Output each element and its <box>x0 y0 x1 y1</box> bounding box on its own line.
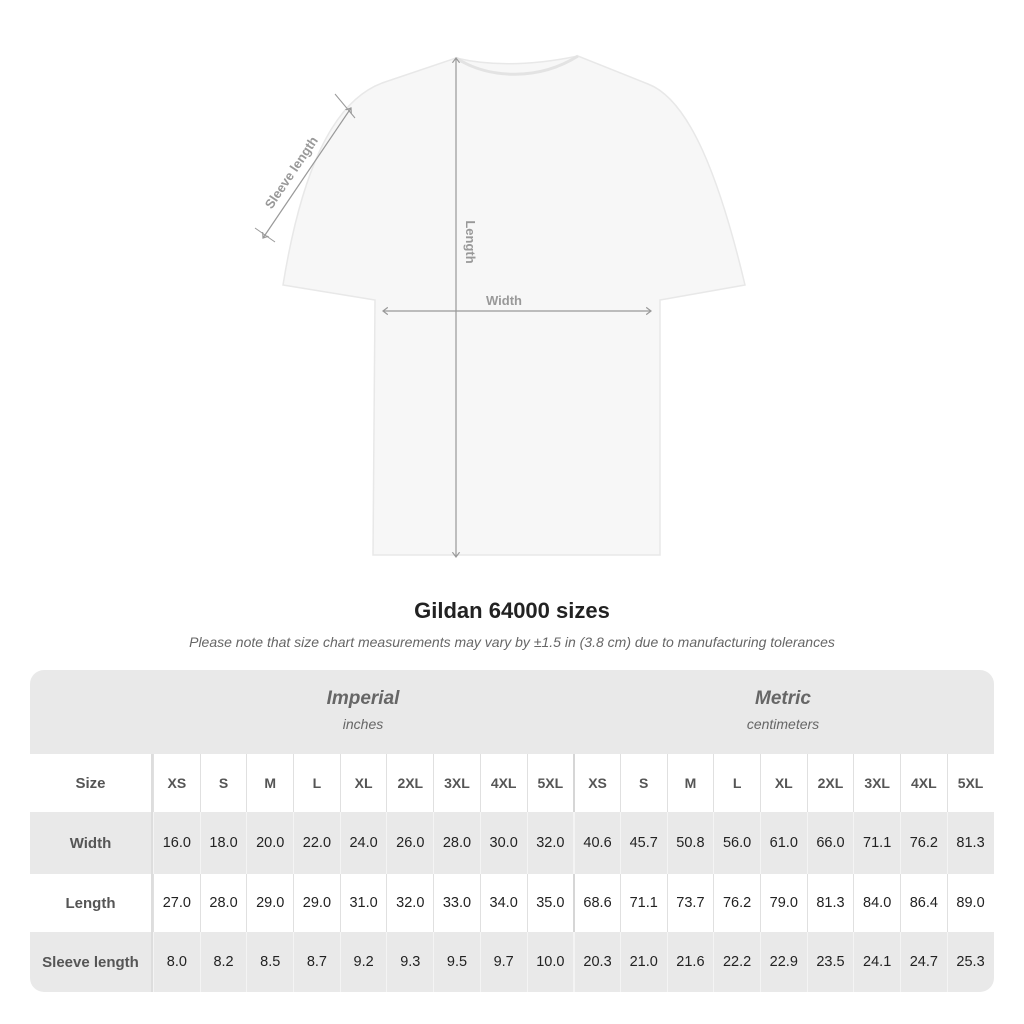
table-cell: 28.0 <box>199 874 247 932</box>
table-cell: 23.5 <box>806 932 854 992</box>
table-cell: 32.0 <box>526 812 574 874</box>
table-row: Sleeve length 8.0 8.2 8.5 8.7 9.2 9.3 9.5 9.7 10.… <box>30 932 994 992</box>
size-header-cell: 4XL <box>900 754 947 812</box>
row-label: Length <box>30 874 153 932</box>
size-header-cell: 3XL <box>433 754 480 812</box>
table-cell: 9.2 <box>339 932 387 992</box>
imperial-unit: inches <box>342 716 384 732</box>
table-cell: 68.6 <box>573 874 620 932</box>
table-cell: 84.0 <box>853 874 900 932</box>
table-cell: 76.2 <box>900 812 947 874</box>
table-row: Width 16.0 18.0 20.0 22.0 24.0 26.0 28.0 30.0 32.… <box>30 812 994 874</box>
metric-unit: centimeters <box>746 716 820 732</box>
size-table: Imperial inches Metric centimeters Size X… <box>30 670 994 992</box>
table-cell: 8.0 <box>153 932 200 992</box>
size-header-cell: XS <box>573 754 620 812</box>
size-header-cell: L <box>713 754 760 812</box>
table-cell: 81.3 <box>806 874 854 932</box>
table-cell: 32.0 <box>386 874 433 932</box>
length-label: Length <box>463 220 478 263</box>
table-cell: 8.2 <box>199 932 247 992</box>
row-label: Sleeve length <box>30 932 153 992</box>
size-header-row: Size XS S M L XL 2XL 3XL 4XL 5XL XS S M L XL 2XL 3XL 4XL 5… <box>30 754 994 812</box>
table-cell: 61.0 <box>759 812 807 874</box>
table-cell: 73.7 <box>666 874 714 932</box>
size-header-cell: M <box>666 754 714 812</box>
table-cell: 66.0 <box>806 812 854 874</box>
imperial-title: Imperial <box>326 688 400 709</box>
table-cell: 28.0 <box>433 812 480 874</box>
table-cell: 20.3 <box>573 932 620 992</box>
table-cell: 10.0 <box>526 932 574 992</box>
table-cell: 22.2 <box>713 932 760 992</box>
size-header-cell: 3XL <box>853 754 900 812</box>
table-cell: 21.0 <box>619 932 667 992</box>
size-header-cell: XS <box>153 754 200 812</box>
tshirt-diagram: Sleeve length Length Width <box>254 54 746 580</box>
table-cell: 29.0 <box>293 874 340 932</box>
table-cell: 24.1 <box>853 932 900 992</box>
tolerance-note: Please note that size chart measurements… <box>189 634 835 650</box>
size-header-cell: S <box>199 754 247 812</box>
table-cell: 21.6 <box>666 932 714 992</box>
table-cell: 56.0 <box>713 812 760 874</box>
table-cell: 9.5 <box>433 932 480 992</box>
table-cell: 76.2 <box>713 874 760 932</box>
size-header-cell: 2XL <box>386 754 433 812</box>
table-cell: 24.0 <box>339 812 387 874</box>
size-header-cell: L <box>293 754 340 812</box>
table-cell: 71.1 <box>619 874 667 932</box>
table-cell: 26.0 <box>386 812 433 874</box>
table-cell: 89.0 <box>946 874 994 932</box>
table-cell: 34.0 <box>479 874 527 932</box>
table-cell: 22.9 <box>759 932 807 992</box>
table-cell: 29.0 <box>246 874 293 932</box>
table-cell: 40.6 <box>573 812 620 874</box>
table-cell: 24.7 <box>900 932 947 992</box>
table-cell: 79.0 <box>759 874 807 932</box>
table-cell: 9.7 <box>479 932 527 992</box>
sleeve-measure-line <box>263 108 351 238</box>
table-cell: 45.7 <box>619 812 667 874</box>
table-cell: 81.3 <box>946 812 994 874</box>
metric-header: Metric centimeters <box>573 670 993 754</box>
size-header-cell: XL <box>759 754 807 812</box>
imperial-header: Imperial inches <box>153 670 573 754</box>
table-cell: 86.4 <box>900 874 947 932</box>
size-label: Size <box>30 754 153 812</box>
size-header-cell: 5XL <box>946 754 994 812</box>
table-cell: 25.3 <box>946 932 994 992</box>
table-cell: 30.0 <box>479 812 527 874</box>
table-cell: 9.3 <box>386 932 433 992</box>
table-cell: 35.0 <box>526 874 574 932</box>
table-cell: 31.0 <box>339 874 387 932</box>
size-header-cell: XL <box>339 754 387 812</box>
table-row: Length 27.0 28.0 29.0 29.0 31.0 32.0 33.0 34.0 35… <box>30 874 994 932</box>
size-header-cell: M <box>246 754 293 812</box>
size-header-cell: 4XL <box>479 754 527 812</box>
size-header-cell: S <box>619 754 667 812</box>
table-cell: 71.1 <box>853 812 900 874</box>
table-cell: 33.0 <box>433 874 480 932</box>
table-cell: 22.0 <box>293 812 340 874</box>
row-label: Width <box>30 812 153 874</box>
metric-title: Metric <box>755 688 811 709</box>
table-cell: 16.0 <box>153 812 200 874</box>
size-header-cell: 5XL <box>526 754 574 812</box>
table-cell: 8.7 <box>293 932 340 992</box>
table-cell: 18.0 <box>199 812 247 874</box>
size-header-cell: 2XL <box>806 754 854 812</box>
table-cell: 27.0 <box>153 874 200 932</box>
table-cell: 50.8 <box>666 812 714 874</box>
table-cell: 8.5 <box>246 932 293 992</box>
width-label: Width <box>486 293 522 308</box>
table-cell: 20.0 <box>246 812 293 874</box>
page-title: Gildan 64000 sizes <box>414 598 610 623</box>
